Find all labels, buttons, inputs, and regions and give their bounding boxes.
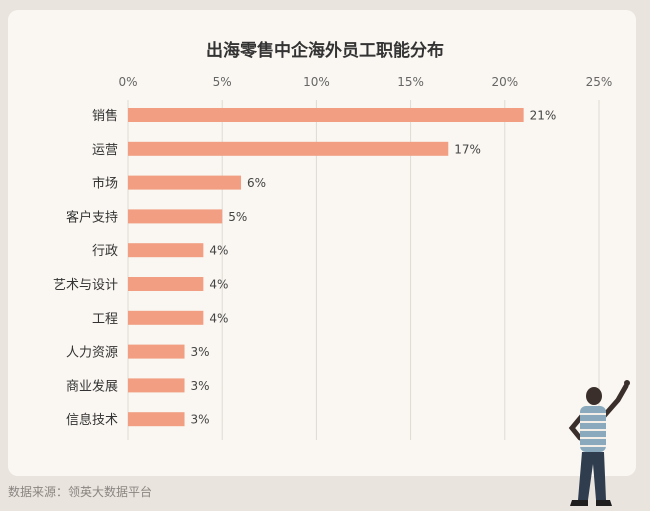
y-category-label: 信息技术 [66,412,118,428]
bar [128,412,185,427]
x-tick-label: 20% [491,75,518,89]
y-category-label: 市场 [92,176,118,192]
y-category-label: 艺术与设计 [53,278,118,293]
bar [128,378,185,393]
chart-card [8,10,636,476]
bar [128,175,242,190]
x-tick-label: 5% [213,75,232,89]
bar-value-label: 4% [209,311,228,325]
y-category-label: 销售 [92,108,118,124]
bar [128,243,204,258]
data-source: 数据来源：领英大数据平台 [8,485,153,499]
y-category-label: 商业发展 [66,378,118,394]
bar-value-label: 6% [247,176,266,190]
bar-value-label: 21% [530,109,557,123]
bar [128,141,449,156]
x-tick-label: 10% [303,75,330,89]
y-category-label: 运营 [92,143,118,158]
bar [128,277,204,291]
bar [128,108,524,122]
bar-value-label: 3% [191,379,210,393]
y-category-label: 行政 [92,244,118,259]
y-category-label: 工程 [92,312,118,327]
y-category-label: 客户支持 [66,209,118,225]
bar-chart: 0% 5% 10% 15% 20% 25% 销售 21% 运营 17% 市场 6% 客户支持 5% 行政 4%… [53,75,613,440]
bar [128,310,204,325]
x-tick-label: 15% [397,75,424,89]
bar-value-label: 3% [191,345,210,359]
chart-title: 出海零售中企海外员工职能分布 [206,41,444,61]
pointing-man-illustration [568,380,630,506]
bar-value-label: 3% [191,413,210,427]
bar-value-label: 4% [209,278,228,292]
x-tick-label: 0% [118,75,137,89]
x-tick-label: 25% [586,75,613,89]
y-category-label: 人力资源 [66,346,118,361]
bar [128,344,185,359]
bar [128,209,223,224]
bar-value-label: 4% [209,244,228,258]
bar-value-label: 17% [454,142,481,156]
bar-value-label: 5% [228,210,247,224]
